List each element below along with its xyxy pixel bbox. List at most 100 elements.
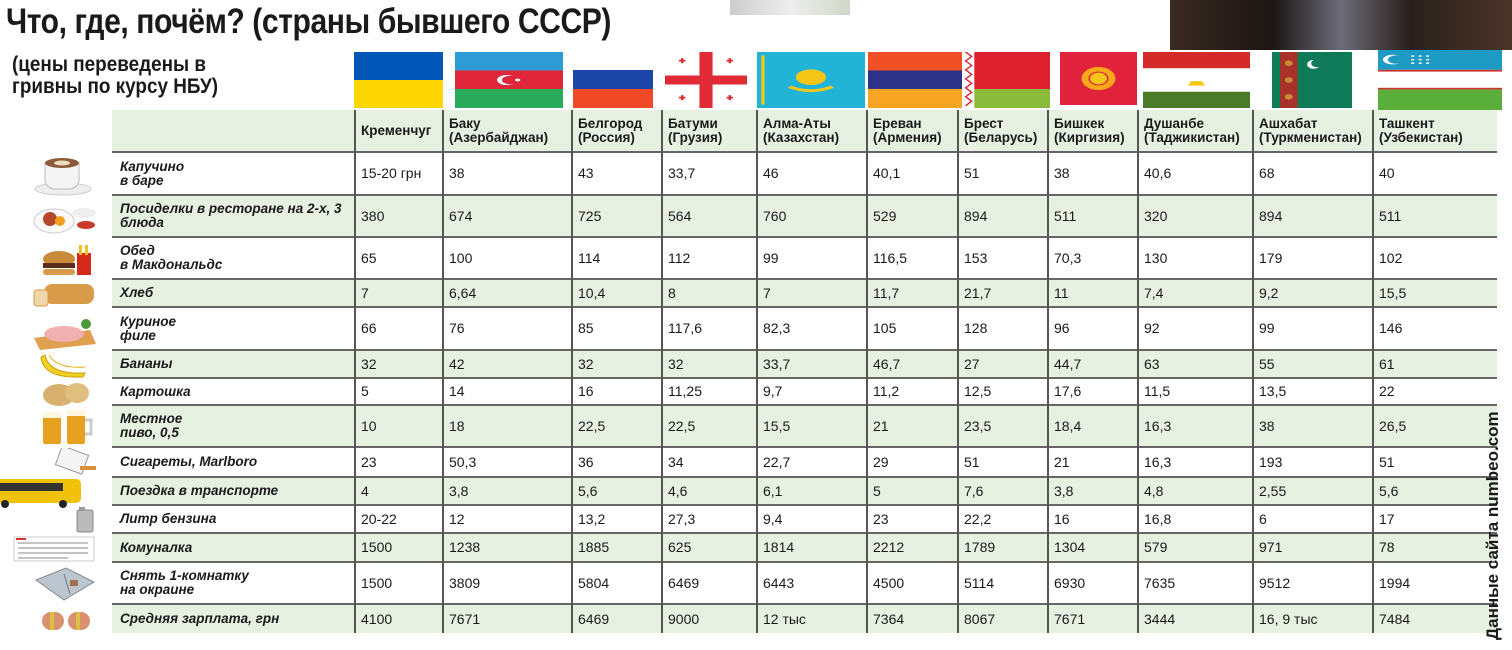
belarus-flag-icon [963,51,1050,113]
price-cell: 23 [866,504,958,533]
column-header: Кременчуг [354,110,443,152]
price-cell: 12,5 [957,377,1048,405]
price-cell: 6443 [756,561,867,604]
price-cell: 15,5 [1372,278,1497,307]
price-cell: 33,7 [756,349,867,378]
price-cell: 15,5 [756,404,867,447]
price-cell: 70,3 [1047,236,1138,279]
price-cell: 32 [661,349,757,378]
azerbaijan-flag-icon [455,52,563,113]
subtitle-line: (цены переведены в [12,53,207,76]
price-cell: 21,7 [957,278,1048,307]
price-cell: 2,55 [1252,476,1373,505]
city-name: Кременчуг [361,122,432,138]
price-cell: 7671 [442,603,572,633]
table-row: Комуналка 1500 1238 1885 625 1814 2212 1789 1304… [112,532,1497,562]
tajikistan-flag-icon [1143,52,1250,113]
table-row: Снять 1-комнатку на окраине 1500 3809 5804 64… [112,561,1497,604]
georgia-flag-icon [665,52,747,113]
price-cell: 27 [957,349,1048,378]
price-cell: 625 [661,532,757,562]
row-label-text: Картошка [120,383,191,399]
price-cell: 5,6 [571,476,662,505]
header-blank [112,110,355,152]
price-cell: 9512 [1252,561,1373,604]
city-name: Ташкент [1379,115,1435,131]
price-cell: 6469 [571,603,662,633]
price-cell: 38 [1252,404,1373,447]
subtitle-line: гривны по курсу НБУ) [12,75,219,98]
table-row: Литр бензина 20-22 12 13,2 27,3 9,4 23 22,2 16 16… [112,504,1497,533]
city-name: Ереван [873,115,922,131]
bread-icon [30,281,100,307]
price-cell: 43 [571,151,662,195]
price-cell: 7671 [1047,603,1138,633]
row-label-text: в баре [120,172,164,188]
row-label: Обед в Макдональдс [112,236,355,279]
price-cell: 16,3 [1137,446,1253,477]
price-cell: 22,7 [756,446,867,477]
row-label-text: Литр бензина [120,511,217,526]
potato-icon [30,380,100,406]
price-cell: 22,5 [571,404,662,447]
ukraine-flag-icon [354,52,443,113]
price-cell: 7,4 [1137,278,1253,307]
price-cell: 27,3 [661,504,757,533]
price-cell: 40,6 [1137,151,1253,195]
price-cell: 7635 [1137,561,1253,604]
price-cell: 13,2 [571,504,662,533]
price-cell: 33,7 [661,151,757,195]
row-label-text: Хлеб [120,285,154,300]
price-cell: 22 [1372,377,1497,405]
bus-icon [0,479,100,508]
price-cell: 4100 [354,603,443,633]
row-label: Местное пиво, 0,5 [112,404,355,447]
column-header: Алма-Аты (Казахстан) [756,110,867,152]
chicken-fillet-icon [30,309,100,350]
table-row: Обед в Макдональдс 65 100 114 112 99 116,5 153 70… [112,236,1497,279]
price-cell: 78 [1372,532,1497,562]
row-label-text: пиво, 0,5 [120,425,179,440]
price-table: Кременчуг Баку (Азербайджан) Белгород (Росси… [112,110,1497,633]
burger-icon [30,239,100,279]
price-cell: 34 [661,446,757,477]
price-cell: 46 [756,151,867,195]
price-cell: 63 [1137,349,1253,378]
price-cell: 10 [354,404,443,447]
price-cell: 102 [1372,236,1497,279]
price-cell: 5804 [571,561,662,604]
price-cell: 146 [1372,306,1497,350]
price-cell: 7 [354,278,443,307]
city-name: Брест [964,115,1004,131]
price-cell: 6,1 [756,476,867,505]
price-cell: 55 [1252,349,1373,378]
price-cell: 14 [442,377,572,405]
row-label-text: в Макдональдс [120,257,223,272]
price-cell: 11,7 [866,278,958,307]
price-cell: 130 [1137,236,1253,279]
price-cell: 760 [756,194,867,237]
country-name: (Казахстан) [763,129,840,145]
city-name: Алма-Аты [763,115,831,131]
price-cell: 6 [1252,504,1373,533]
price-cell: 116,5 [866,236,958,279]
city-name: Баку [449,115,481,131]
price-cell: 11,25 [661,377,757,405]
page-title: Что, где, почём? (страны бывшего СССР) [6,2,611,41]
price-cell: 40,1 [866,151,958,195]
column-header: Батуми (Грузия) [661,110,757,152]
price-cell: 511 [1372,194,1497,237]
country-name: (Азербайджан) [449,129,549,145]
banana-icon [30,352,100,378]
price-cell: 26,5 [1372,404,1497,447]
country-name: (Таджикистан) [1144,129,1240,145]
price-cell: 128 [957,306,1048,350]
city-name: Белгород [578,115,643,131]
row-label-text: Бананы [120,356,173,371]
city-name: Ашхабат [1259,115,1318,131]
price-cell: 564 [661,194,757,237]
price-cell: 3,8 [1047,476,1138,505]
cigarettes-icon [30,448,100,477]
row-label: Средняя зарплата, грн [112,603,355,633]
price-cell: 105 [866,306,958,350]
